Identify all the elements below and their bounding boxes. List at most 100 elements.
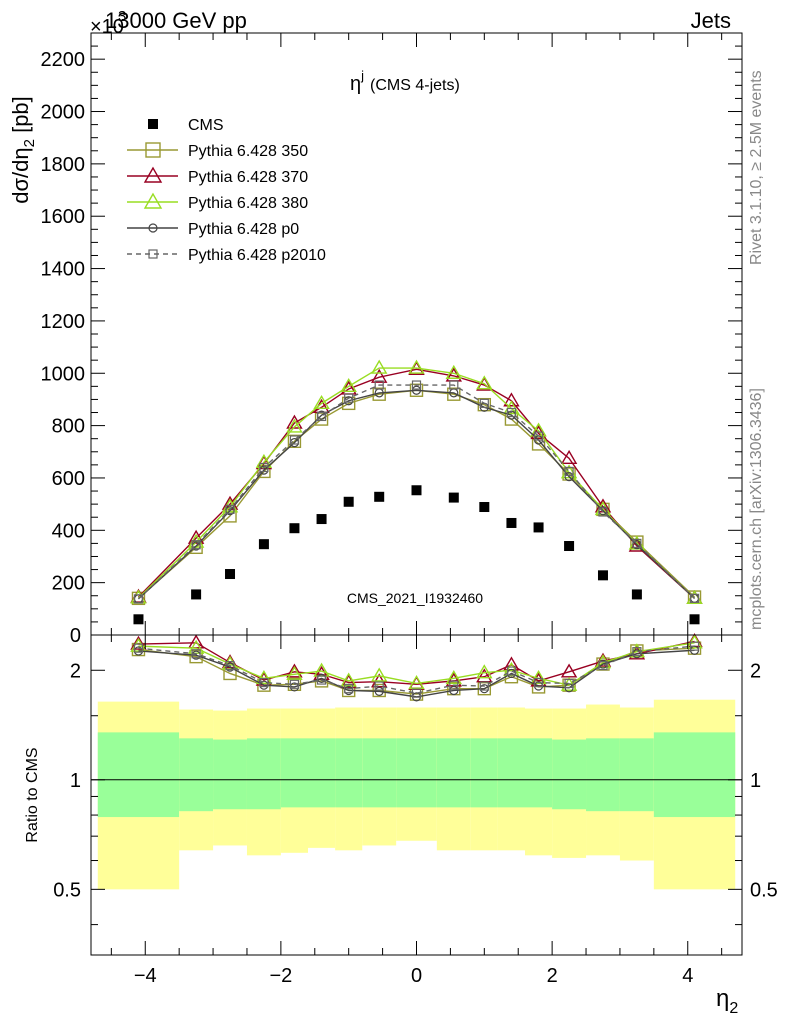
ratio-band-inner — [246, 738, 281, 810]
point-cms — [289, 523, 300, 534]
main-ylabel-part-3: [pb] — [8, 96, 33, 139]
ratio-point-p2010 — [225, 660, 235, 671]
point-cms — [533, 522, 544, 533]
point-p370 — [503, 392, 520, 407]
ratio-band-inner — [308, 738, 336, 808]
main-ytick-label: 2200 — [41, 49, 86, 71]
ratio-point-p350 — [372, 683, 386, 698]
legend-marker-cms — [148, 119, 158, 129]
plot-title: ηj (CMS 4-jets) — [350, 68, 460, 95]
ratio-point-p0 — [374, 686, 384, 696]
series-line-p380 — [137, 367, 696, 599]
point-p380 — [286, 418, 303, 433]
plot-title-rest: (CMS 4-jets) — [370, 77, 460, 94]
ratio-point-p2010 — [564, 678, 574, 689]
ratio-point-p2010 — [449, 680, 459, 690]
main-ytick-label: 1200 — [41, 311, 86, 333]
x-axis-title: η2 — [716, 985, 738, 1017]
ratio-point-p380 — [530, 669, 547, 685]
ratio-ytick-label: 0.5 — [53, 879, 81, 901]
main-ylabel-part-2: 2 — [21, 139, 38, 147]
exponent-prefix: ×10 — [90, 16, 124, 38]
point-cms — [316, 514, 327, 525]
point-p2010 — [411, 380, 422, 390]
main-ylabel: dσ/dη2 [pb] — [8, 96, 38, 204]
legend-label-p2010: Pythia 6.428 p2010 — [188, 247, 326, 264]
ratio-band-inner — [97, 732, 180, 818]
point-cms — [479, 502, 490, 513]
legend-label-cms: CMS — [188, 117, 224, 134]
ratio-band-inner — [335, 738, 363, 808]
ratio-point-p2010 — [259, 677, 269, 688]
xtick-label: 0 — [411, 965, 422, 987]
ratio-band-inner — [396, 738, 437, 808]
ratio-point-p2010 — [191, 649, 201, 659]
point-p2010 — [632, 538, 642, 548]
xtick-label: −2 — [269, 965, 292, 987]
ratio-line-p350 — [138, 647, 695, 695]
point-cms — [191, 589, 202, 600]
point-cms — [631, 589, 642, 600]
ratio-ytick-label-right: 1 — [750, 770, 761, 792]
point-cms — [343, 496, 354, 507]
legend-marker-p2010 — [148, 249, 158, 259]
series-line-p2010 — [137, 384, 696, 600]
ratio-band-inner — [525, 738, 553, 808]
ratio-uncertainty-bands — [91, 699, 742, 890]
ratio-point-p370 — [286, 663, 303, 678]
ratio-ylabel: Ratio to CMS — [24, 747, 41, 842]
ratio-point-p380 — [445, 669, 463, 685]
ratio-ytick-label: 1 — [70, 770, 81, 792]
point-cms — [448, 492, 459, 503]
point-p380 — [313, 394, 330, 410]
point-p2010 — [133, 594, 144, 604]
main-ytick-label: 1000 — [41, 363, 86, 385]
point-p2010 — [191, 540, 201, 550]
ratio-point-p2010 — [411, 688, 422, 698]
point-p380 — [445, 364, 463, 379]
ratio-point-p2010 — [533, 677, 544, 688]
point-p380 — [340, 377, 357, 393]
ratio-point-p370 — [476, 668, 493, 683]
point-cms — [597, 570, 608, 581]
ratio-point-p2010 — [374, 681, 384, 691]
xtick-label: 2 — [547, 965, 558, 987]
point-p2010 — [533, 431, 544, 441]
main-ytick-label: 2000 — [41, 102, 86, 124]
point-p370 — [286, 414, 303, 429]
point-p370 — [370, 368, 388, 383]
ratio-band-inner — [497, 738, 525, 808]
ratio-point-p380 — [286, 665, 303, 680]
point-p2010 — [506, 407, 517, 418]
ratio-band-inner — [280, 738, 308, 808]
point-cms — [564, 541, 575, 552]
ratio-point-p2010 — [133, 643, 144, 653]
ratio-band-inner — [470, 738, 498, 808]
ratio-point-p370 — [130, 635, 147, 650]
main-series-group — [130, 359, 703, 625]
point-cms — [506, 517, 517, 528]
analysis-watermark: CMS_2021_I1932460 — [347, 590, 483, 606]
main-ytick-label: 400 — [52, 520, 85, 542]
point-cms — [225, 569, 236, 580]
ratio-point-p2010 — [344, 684, 354, 694]
point-p350 — [562, 467, 576, 481]
main-ytick-label: 200 — [52, 573, 85, 595]
ratio-point-p2010 — [506, 666, 517, 676]
ratio-band-inner — [213, 739, 247, 810]
ratio-ytick-label-right: 0.5 — [750, 879, 778, 901]
point-p2010 — [225, 504, 235, 514]
xtick-label: −4 — [134, 965, 157, 987]
ratio-point-p370 — [594, 652, 612, 667]
point-p2010 — [598, 507, 608, 517]
point-p380 — [503, 400, 520, 415]
ratio-point-p380 — [408, 675, 425, 690]
ratio-point-p2010 — [316, 675, 327, 685]
point-p350 — [314, 412, 329, 426]
main-ytick-label: 1600 — [41, 206, 86, 228]
ratio-band-inner — [552, 739, 587, 810]
xtick-label: 4 — [682, 965, 693, 987]
ratio-point-p370 — [340, 674, 357, 689]
series-line-p0 — [137, 389, 696, 600]
ratio-series-group — [130, 633, 703, 702]
